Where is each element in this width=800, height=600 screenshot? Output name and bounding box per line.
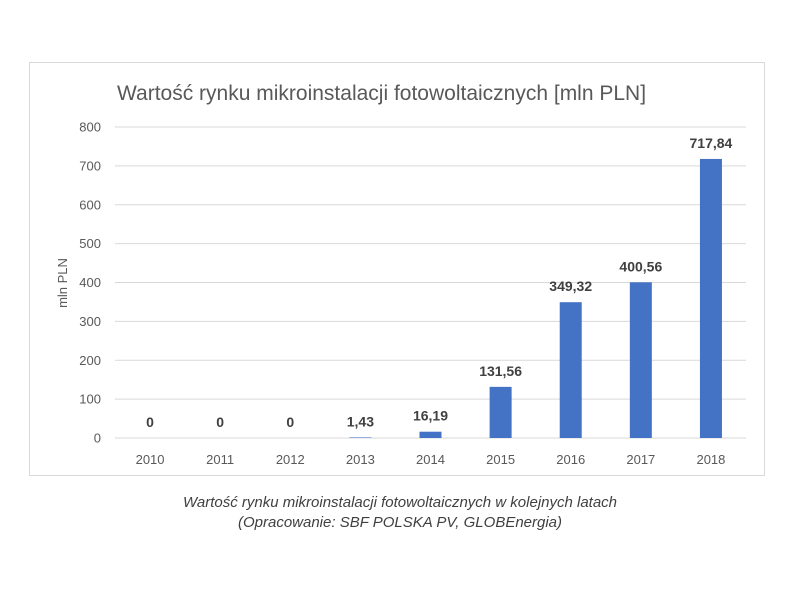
data-label: 1,43 — [347, 413, 374, 429]
grid-lines — [115, 126, 746, 439]
chart-title: Wartość rynku mikroinstalacji fotowoltai… — [117, 82, 646, 105]
bar — [349, 437, 372, 438]
x-tick-label: 2017 — [626, 452, 655, 467]
data-label: 400,56 — [619, 258, 662, 274]
bar — [489, 386, 512, 438]
data-label: 0 — [286, 414, 294, 430]
figure-caption-line1: Wartość rynku mikroinstalacji fotowoltai… — [182, 494, 618, 511]
y-tick-label: 600 — [79, 197, 101, 212]
y-axis-label: mln PLN — [55, 258, 70, 308]
x-tick-label: 2016 — [556, 452, 585, 467]
data-label: 16,19 — [413, 408, 448, 424]
x-tick-label: 2014 — [416, 452, 445, 467]
y-tick-label: 700 — [79, 158, 101, 173]
x-tick-label: 2013 — [346, 452, 375, 467]
data-label: 349,32 — [549, 278, 592, 294]
y-tick-label: 100 — [79, 392, 101, 407]
bar — [629, 282, 652, 438]
x-tick-label: 2010 — [136, 452, 165, 467]
data-label: 131,56 — [479, 363, 522, 379]
y-tick-label: 0 — [94, 431, 101, 446]
bars — [349, 158, 722, 438]
data-label: 0 — [216, 414, 224, 430]
y-tick-label: 300 — [79, 314, 101, 329]
x-tick-label: 2018 — [696, 452, 725, 467]
chart-frame: Wartość rynku mikroinstalacji fotowoltai… — [29, 62, 765, 476]
x-tick-label: 2012 — [276, 452, 305, 467]
bar — [419, 431, 442, 438]
x-tick-label: 2011 — [206, 452, 234, 467]
bar — [699, 158, 722, 438]
bar-chart: Wartość rynku mikroinstalacji fotowoltai… — [55, 82, 746, 467]
x-tick-labels: 2010 2011 2012 2013 2014 2015 2016 2017 2018 — [136, 452, 726, 467]
y-tick-label: 400 — [79, 275, 101, 290]
data-label: 717,84 — [690, 135, 733, 151]
bar — [559, 302, 582, 438]
data-labels: 0 0 0 1,43 16,19 131,56 349,32 400,56 717,84 — [146, 135, 732, 430]
figure-caption-line2: (Opracowanie: SBF POLSKA PV, GLOBEnergia… — [237, 514, 563, 531]
y-tick-label: 800 — [79, 120, 101, 135]
y-tick-label: 500 — [79, 236, 101, 251]
y-tick-label: 200 — [79, 353, 101, 368]
y-tick-labels: 0 100 200 300 400 500 600 700 800 — [79, 120, 101, 446]
x-tick-label: 2015 — [486, 452, 515, 467]
data-label: 0 — [146, 414, 154, 430]
